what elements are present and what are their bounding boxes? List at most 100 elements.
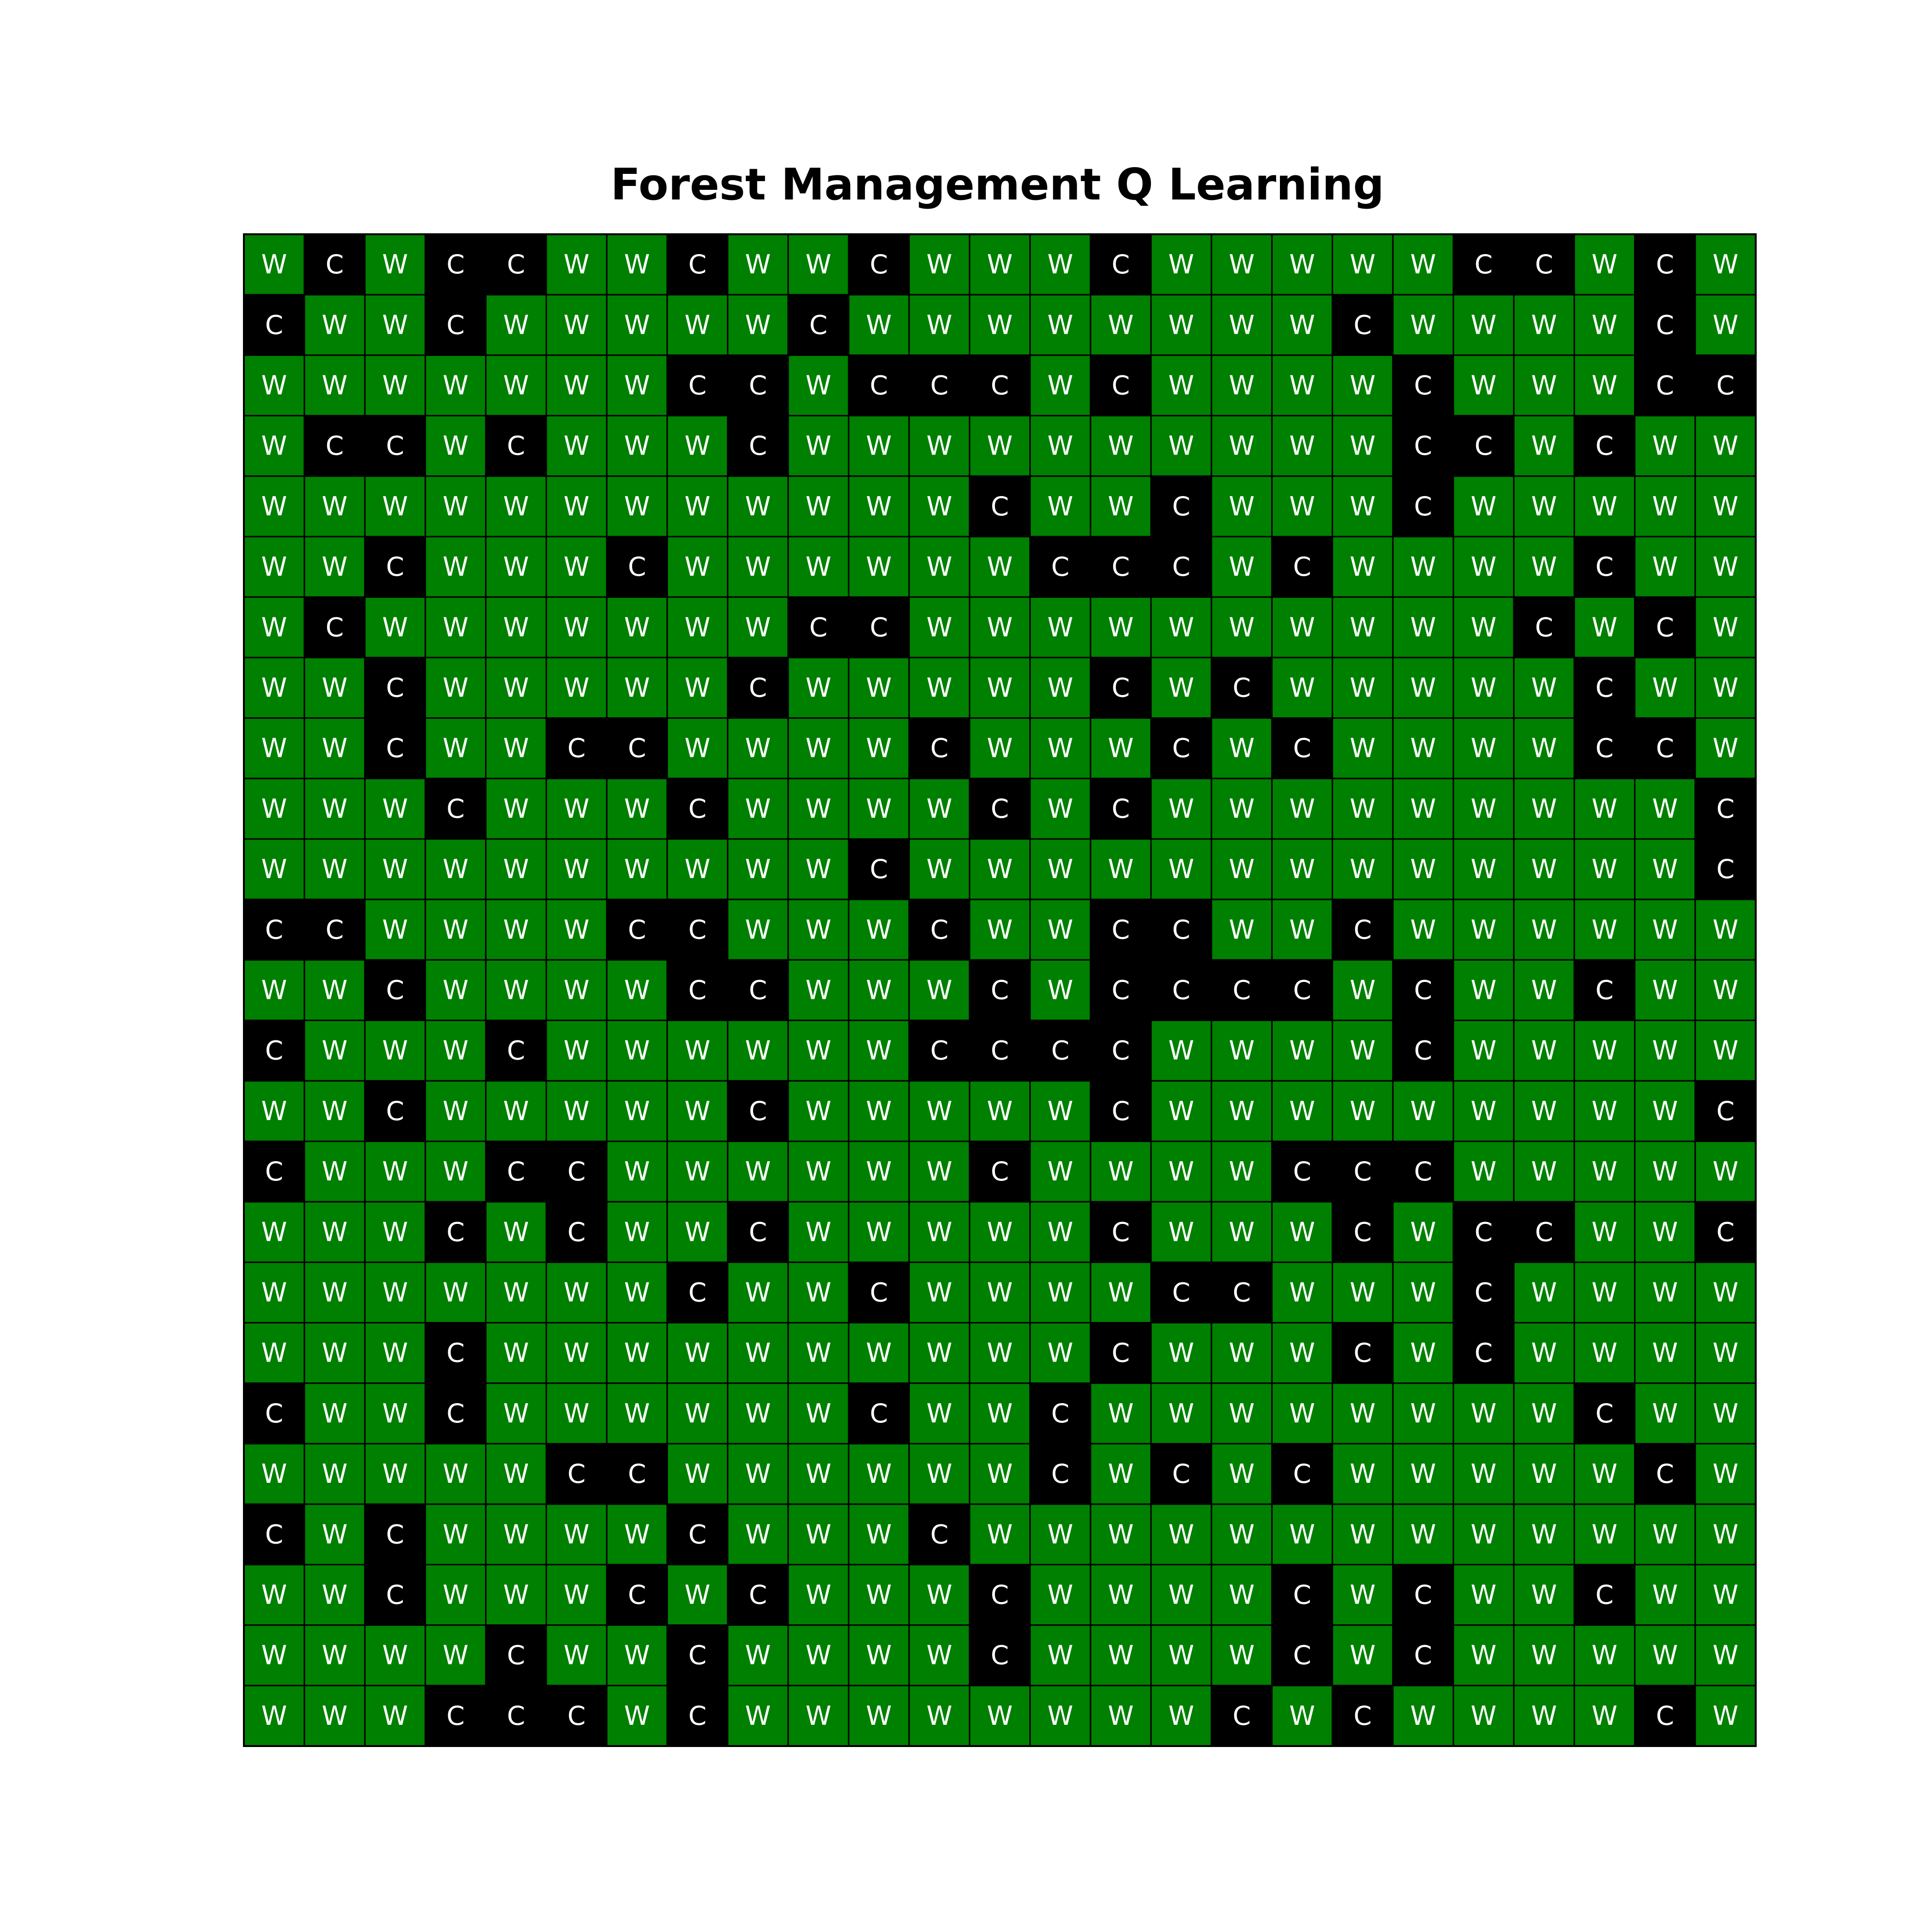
cell-label-16-21: C bbox=[1535, 1217, 1553, 1247]
cell-label-4-17: W bbox=[1289, 491, 1315, 522]
cell-label-18-1: W bbox=[322, 1338, 347, 1368]
cell-label-12-1: W bbox=[322, 975, 347, 1006]
cell-label-10-23: W bbox=[1652, 854, 1677, 884]
cell-label-23-3: W bbox=[442, 1640, 468, 1671]
cell-label-11-16: W bbox=[1229, 914, 1254, 945]
heatmap-cell-19-10 bbox=[848, 1382, 910, 1445]
cell-label-24-11: W bbox=[926, 1701, 952, 1731]
cell-label-20-6: C bbox=[628, 1459, 646, 1489]
cell-label-14-20: W bbox=[1471, 1096, 1496, 1126]
cell-label-12-8: C bbox=[749, 975, 767, 1006]
cell-label-6-7: W bbox=[684, 612, 710, 642]
cell-label-15-0: C bbox=[265, 1156, 284, 1187]
cell-label-21-20: W bbox=[1471, 1519, 1496, 1549]
heatmap-cell-9-14 bbox=[1090, 778, 1152, 840]
cell-label-3-23: W bbox=[1652, 431, 1677, 461]
heatmap-cell-23-24 bbox=[1694, 1624, 1757, 1687]
cell-label-7-13: W bbox=[1047, 673, 1073, 703]
cell-label-23-18: W bbox=[1350, 1640, 1375, 1671]
cell-label-8-19: W bbox=[1410, 733, 1436, 764]
cell-label-5-4: W bbox=[503, 552, 529, 582]
cell-label-18-0: W bbox=[261, 1338, 287, 1368]
cell-label-19-8: W bbox=[745, 1398, 770, 1429]
cell-label-12-10: W bbox=[866, 975, 892, 1006]
cell-label-10-11: W bbox=[926, 854, 952, 884]
cell-label-19-3: C bbox=[446, 1398, 465, 1429]
heatmap-cell-24-23 bbox=[1634, 1685, 1696, 1747]
cell-label-16-18: C bbox=[1353, 1217, 1372, 1247]
cell-label-11-23: W bbox=[1652, 914, 1677, 945]
heatmap-cell-0-8 bbox=[727, 233, 789, 296]
heatmap-cell-1-21 bbox=[1513, 294, 1575, 356]
heatmap-cell-8-3 bbox=[425, 717, 487, 780]
heatmap-cell-7-20 bbox=[1452, 656, 1515, 719]
cell-label-8-9: W bbox=[806, 733, 831, 764]
cell-label-23-10: W bbox=[866, 1640, 892, 1671]
cell-label-2-24: C bbox=[1717, 370, 1735, 401]
cell-label-0-12: W bbox=[987, 249, 1012, 280]
heatmap-cell-21-3 bbox=[425, 1503, 487, 1565]
cell-label-3-4: C bbox=[507, 431, 526, 461]
cell-label-13-21: W bbox=[1531, 1036, 1557, 1066]
cell-label-1-4: W bbox=[503, 310, 529, 340]
heatmap-cell-9-8 bbox=[727, 778, 789, 840]
cell-label-5-24: W bbox=[1713, 552, 1738, 582]
heatmap-cell-1-13 bbox=[1029, 294, 1092, 356]
heatmap-cell-20-22 bbox=[1573, 1443, 1636, 1505]
heatmap-cell-9-19 bbox=[1392, 778, 1454, 840]
cell-label-6-18: W bbox=[1350, 612, 1375, 642]
heatmap-cell-13-6 bbox=[606, 1020, 668, 1082]
heatmap-cell-19-20 bbox=[1452, 1382, 1515, 1445]
cell-label-3-22: C bbox=[1595, 431, 1614, 461]
heatmap-cell-4-13 bbox=[1029, 475, 1092, 538]
cell-label-10-9: W bbox=[806, 854, 831, 884]
cell-label-13-6: W bbox=[624, 1036, 650, 1066]
cell-label-21-23: W bbox=[1652, 1519, 1677, 1549]
heatmap-cell-22-16 bbox=[1210, 1563, 1273, 1626]
heatmap-cell-11-7 bbox=[666, 898, 729, 961]
cell-label-13-24: W bbox=[1713, 1036, 1738, 1066]
cell-label-7-11: W bbox=[926, 673, 952, 703]
cell-label-17-23: W bbox=[1652, 1278, 1677, 1308]
cell-label-3-8: C bbox=[749, 431, 767, 461]
cell-label-20-1: W bbox=[322, 1459, 347, 1489]
cell-label-15-19: C bbox=[1414, 1156, 1433, 1187]
cell-label-9-24: C bbox=[1717, 794, 1735, 824]
cell-label-21-7: C bbox=[688, 1519, 707, 1549]
cell-label-2-8: C bbox=[749, 370, 767, 401]
cell-label-22-2: C bbox=[386, 1580, 404, 1610]
heatmap-cell-8-0 bbox=[243, 717, 305, 780]
cell-label-4-0: W bbox=[261, 491, 287, 522]
cell-label-7-21: W bbox=[1531, 673, 1557, 703]
heatmap-cell-20-17 bbox=[1271, 1443, 1334, 1505]
cell-label-11-15: C bbox=[1172, 914, 1191, 945]
cell-label-8-17: C bbox=[1293, 733, 1311, 764]
cell-label-10-4: W bbox=[503, 854, 529, 884]
cell-label-11-9: W bbox=[806, 914, 831, 945]
heatmap-cell-20-12 bbox=[968, 1443, 1031, 1505]
heatmap-cell-20-24 bbox=[1694, 1443, 1757, 1505]
cell-label-13-16: W bbox=[1229, 1036, 1254, 1066]
heatmap-cell-13-3 bbox=[425, 1020, 487, 1082]
cell-label-17-19: W bbox=[1410, 1278, 1436, 1308]
cell-label-9-16: W bbox=[1229, 794, 1254, 824]
heatmap-cell-9-5 bbox=[545, 778, 608, 840]
heatmap-cell-19-4 bbox=[485, 1382, 547, 1445]
cell-label-20-15: C bbox=[1172, 1459, 1191, 1489]
heatmap-cell-15-3 bbox=[425, 1140, 487, 1203]
cell-label-11-20: W bbox=[1471, 914, 1496, 945]
cell-label-6-1: C bbox=[326, 612, 344, 642]
cell-label-15-9: W bbox=[806, 1156, 831, 1187]
heatmap-cell-21-19 bbox=[1392, 1503, 1454, 1565]
cell-label-9-18: W bbox=[1350, 794, 1375, 824]
heatmap-cell-13-10 bbox=[848, 1020, 910, 1082]
cell-label-14-23: W bbox=[1652, 1096, 1677, 1126]
heatmap-cell-8-6 bbox=[606, 717, 668, 780]
heatmap-cell-23-22 bbox=[1573, 1624, 1636, 1687]
cell-label-15-18: C bbox=[1353, 1156, 1372, 1187]
cell-label-1-11: W bbox=[926, 310, 952, 340]
cell-label-21-14: W bbox=[1108, 1519, 1134, 1549]
cell-label-4-15: C bbox=[1172, 491, 1191, 522]
cell-label-14-17: W bbox=[1289, 1096, 1315, 1126]
heatmap-cell-14-7 bbox=[666, 1080, 729, 1142]
